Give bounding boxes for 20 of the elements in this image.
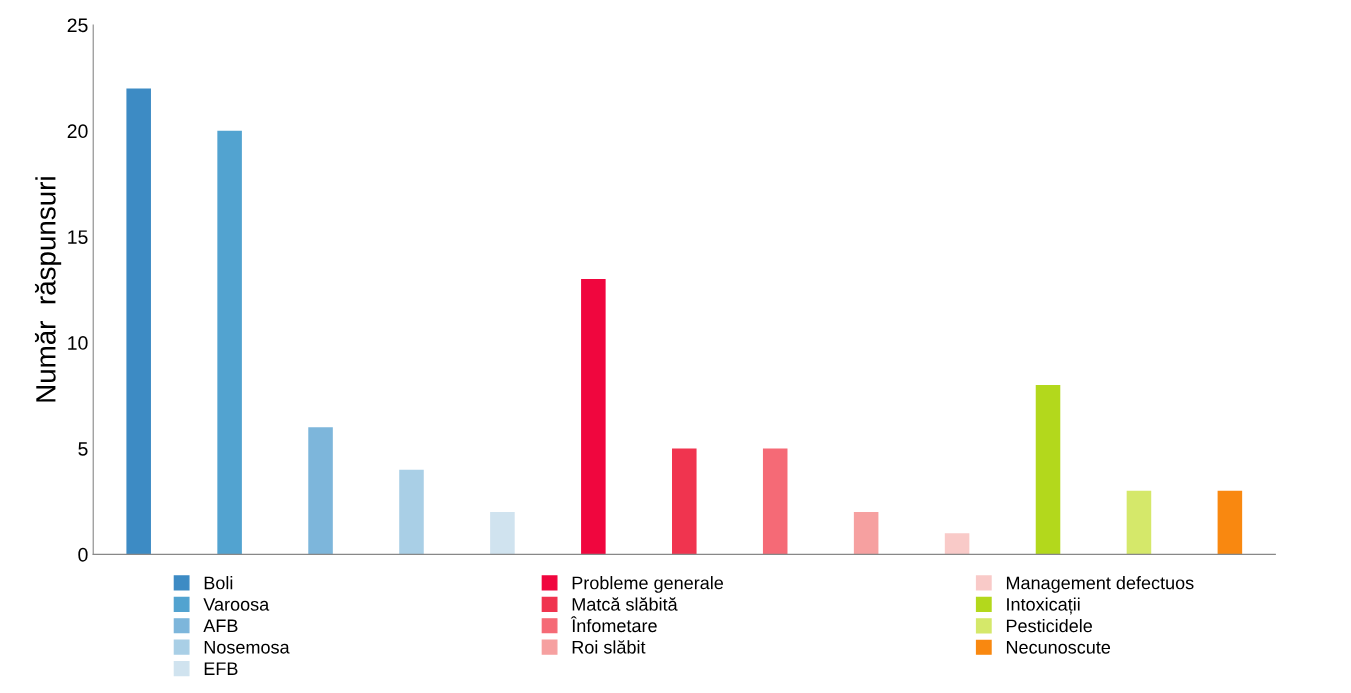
y-tick-label: 0 [78,547,88,562]
legend-label: Boli [204,576,233,590]
legend-label: Pesticidele [1006,619,1092,633]
legend-label: Înfometare [570,616,657,633]
y-tick-label: 25 [67,18,88,33]
legend-label: Matcă slăbită [572,597,678,611]
legend-label: Varoosa [203,598,270,611]
y-axis-title: Număr răspunsuri [34,177,62,402]
y-tick-label: 20 [67,124,88,139]
y-tick-label: 15 [68,230,88,244]
legend-label: Nosemosa [204,641,290,654]
legend-label: AFB [203,619,238,633]
legend-label: Probleme generale [572,576,724,593]
y-tick-label: 10 [68,336,88,350]
legend-label: Necunoscute [1006,641,1111,654]
legend-label: Intoxicații [1007,597,1080,615]
legend-label: Roi slăbit [572,640,646,654]
legend-label: EFB [204,662,238,675]
legend-label: Management defectuos [1006,576,1194,593]
y-tick-label: 5 [78,442,88,456]
